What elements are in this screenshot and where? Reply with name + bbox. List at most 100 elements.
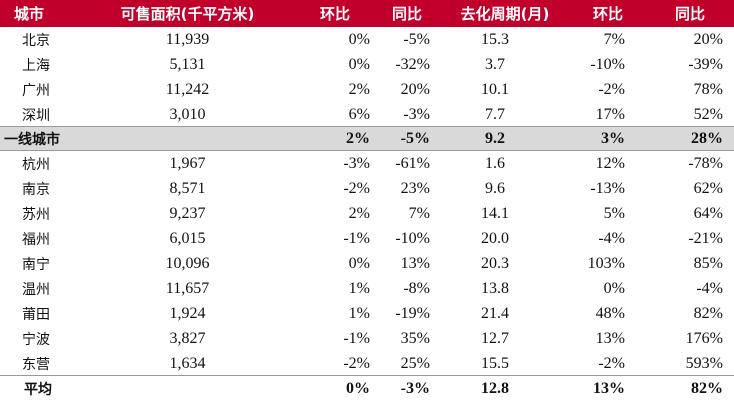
cell-area: 3,827 — [169, 329, 206, 347]
header-city: 城市 — [14, 5, 45, 23]
cell-cycle-yoy: -39% — [688, 55, 723, 73]
cell-cycle-yoy: 85% — [693, 254, 723, 272]
cell-area-mom: -1% — [343, 329, 370, 347]
cell-area: 10,096 — [165, 254, 210, 272]
cell-city: 广州 — [22, 82, 50, 99]
cell-area-mom: 1% — [348, 304, 370, 322]
cell-cycle-yoy: 82% — [693, 304, 723, 322]
header-area: 可售面积(千平方米) — [120, 5, 255, 23]
table-row: 苏州 9,237 2% 7% 14.1 5% 64% — [0, 201, 734, 226]
cell-area-mom: 0% — [348, 30, 370, 48]
cell-cycle: 12.7 — [481, 329, 509, 347]
cell-area-yoy: 25% — [400, 354, 430, 372]
cell-area: 3,010 — [169, 105, 206, 123]
cell-area-yoy: -19% — [395, 304, 430, 322]
cell-cycle-mom: -2% — [598, 80, 625, 98]
cell-area-mom: 2% — [348, 204, 370, 222]
cell-city: 南宁 — [22, 256, 50, 273]
cell-city: 莆田 — [22, 306, 50, 323]
cell-city: 深圳 — [22, 107, 50, 124]
table-row: 南宁 10,096 0% 13% 20.3 103% 85% — [0, 251, 734, 276]
header-cycle-mom: 环比 — [592, 5, 623, 23]
cell-cycle: 15.5 — [481, 354, 509, 372]
cell-cycle-mom: 5% — [603, 204, 625, 222]
table-row: 上海 5,131 0% -32% 3.7 -10% -39% — [0, 52, 734, 77]
cell-city: 一线城市 — [4, 131, 60, 148]
header-area-mom: 环比 — [319, 5, 350, 23]
header-cycle-yoy: 同比 — [674, 5, 705, 23]
average-row: 平均 0% -3% 12.8 13% 82% — [0, 375, 734, 401]
cell-cycle-mom: -10% — [590, 55, 625, 73]
table-row: 宁波 3,827 -1% 35% 12.7 13% 176% — [0, 326, 734, 351]
cell-area-mom: -1% — [343, 229, 370, 247]
cell-cycle-yoy: -4% — [696, 279, 723, 297]
table-row: 温州 11,657 1% -8% 13.8 0% -4% — [0, 276, 734, 301]
cell-area: 11,242 — [165, 80, 210, 98]
cell-area: 6,015 — [169, 229, 206, 247]
cell-cycle-yoy: 593% — [685, 354, 723, 372]
table-row: 杭州 1,967 -3% -61% 1.6 12% -78% — [0, 151, 734, 176]
cell-cycle-yoy: 62% — [693, 179, 723, 197]
cell-cycle-yoy: 28% — [691, 129, 723, 147]
cell-area-yoy: -5% — [400, 129, 430, 147]
cell-area-yoy: -32% — [395, 55, 430, 73]
cell-area: 5,131 — [169, 55, 206, 73]
cell-city: 温州 — [22, 281, 50, 298]
cell-area: 11,939 — [165, 30, 210, 48]
cell-cycle-yoy: -78% — [688, 154, 723, 172]
cell-city: 福州 — [22, 231, 50, 248]
cell-city: 苏州 — [22, 206, 50, 223]
cell-cycle: 12.8 — [481, 379, 509, 397]
cell-city: 杭州 — [22, 156, 50, 173]
cell-city: 东营 — [22, 356, 50, 373]
cell-cycle-mom: 103% — [587, 254, 625, 272]
cell-cycle: 1.6 — [485, 154, 505, 172]
tier1-subtotal-row: 一线城市 2% -5% 9.2 3% 28% — [0, 126, 734, 151]
cell-area-yoy: -3% — [403, 105, 430, 123]
table-row: 广州 11,242 2% 20% 10.1 -2% 78% — [0, 77, 734, 102]
table-row: 东营 1,634 -2% 25% 15.5 -2% 593% — [0, 351, 734, 376]
table-row: 北京 11,939 0% -5% 15.3 7% 20% — [0, 27, 734, 52]
cell-area-yoy: -61% — [395, 154, 430, 172]
cell-area-mom: 0% — [348, 55, 370, 73]
table-row: 莆田 1,924 1% -19% 21.4 48% 82% — [0, 301, 734, 326]
cell-cycle-yoy: -21% — [688, 229, 723, 247]
cell-area-yoy: 20% — [400, 80, 430, 98]
cell-cycle: 13.8 — [481, 279, 509, 297]
cell-area-mom: -2% — [343, 354, 370, 372]
cell-cycle-mom: 48% — [595, 304, 625, 322]
header-cycle: 去化周期(月) — [460, 5, 550, 23]
cell-area: 1,967 — [169, 154, 206, 172]
cell-cycle-yoy: 64% — [693, 204, 723, 222]
cell-area-yoy: -8% — [403, 279, 430, 297]
cell-area: 1,634 — [169, 354, 206, 372]
cell-cycle-mom: 13% — [595, 329, 625, 347]
cell-area: 8,571 — [169, 179, 206, 197]
cell-area-mom: 0% — [348, 254, 370, 272]
cell-area-yoy: 35% — [400, 329, 430, 347]
cell-area: 11,657 — [165, 279, 210, 297]
cell-cycle-mom: -13% — [590, 179, 625, 197]
cell-area-yoy: 13% — [400, 254, 430, 272]
cell-cycle: 20.3 — [481, 254, 509, 272]
cell-cycle-mom: 0% — [603, 279, 625, 297]
cell-cycle: 9.2 — [485, 129, 505, 147]
cell-cycle-mom: -4% — [598, 229, 625, 247]
cell-cycle-mom: 3% — [601, 129, 625, 147]
cell-city: 平均 — [24, 381, 52, 398]
cell-cycle-mom: 12% — [595, 154, 625, 172]
cell-area-yoy: 7% — [408, 204, 430, 222]
cell-cycle-mom: 13% — [593, 379, 625, 397]
cell-area-yoy: 23% — [400, 179, 430, 197]
cell-area: 9,237 — [169, 204, 206, 222]
cell-cycle-yoy: 82% — [691, 379, 723, 397]
cell-cycle: 15.3 — [481, 30, 509, 48]
cell-area-mom: 0% — [346, 379, 370, 397]
table-row: 南京 8,571 -2% 23% 9.6 -13% 62% — [0, 176, 734, 201]
cell-cycle: 21.4 — [481, 304, 509, 322]
table-row: 深圳 3,010 6% -3% 7.7 17% 52% — [0, 102, 734, 127]
cell-area-mom: 2% — [346, 129, 370, 147]
cell-area-yoy: -5% — [403, 30, 430, 48]
cell-city: 宁波 — [22, 331, 50, 348]
cell-cycle: 7.7 — [485, 105, 505, 123]
